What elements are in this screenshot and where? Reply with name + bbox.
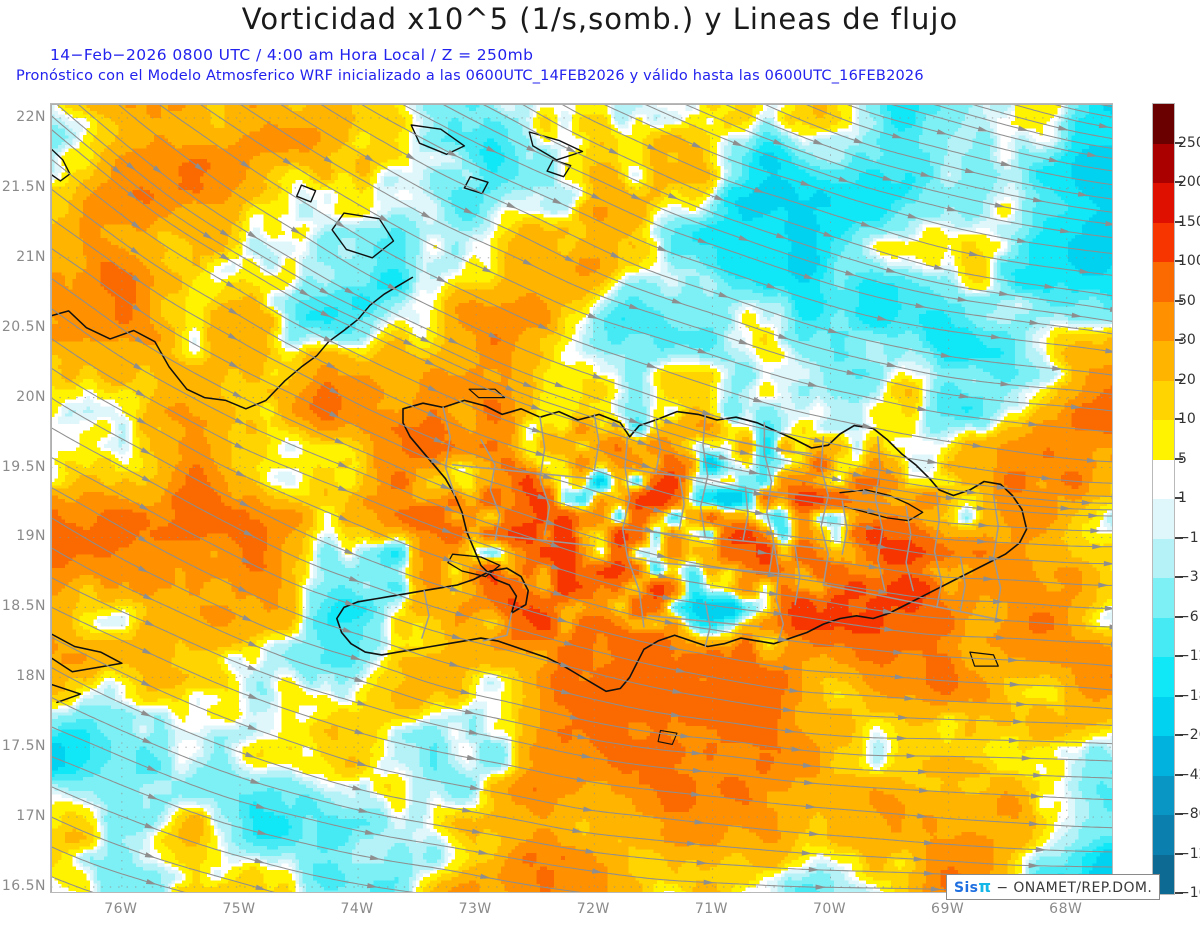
colorbar-segment bbox=[1153, 538, 1174, 578]
colorbar-segment bbox=[1153, 696, 1174, 736]
colorbar-tick-mark bbox=[1175, 220, 1183, 223]
lat-tick-label: 17N bbox=[16, 808, 46, 825]
colorbar-segment bbox=[1153, 262, 1174, 302]
colorbar-segment bbox=[1153, 341, 1174, 381]
colorbar-segment bbox=[1153, 420, 1174, 460]
colorbar-tick-mark bbox=[1175, 615, 1183, 618]
colorbar-segment bbox=[1153, 657, 1174, 697]
colorbar-tick-mark bbox=[1175, 813, 1183, 815]
colorbar-tick-label: 20 bbox=[1178, 371, 1196, 388]
colorbar-tick-label: −42 bbox=[1178, 766, 1200, 783]
colorbar-segment bbox=[1153, 104, 1174, 144]
lon-tick-label: 70W bbox=[812, 901, 847, 917]
lon-tick-label: 76W bbox=[104, 901, 138, 917]
credit-organization: ONAMET/REP.DOM. bbox=[1013, 880, 1153, 896]
lat-tick-label: 18N bbox=[16, 668, 46, 685]
vorticity-map bbox=[51, 104, 1112, 892]
colorbar-tick-mark bbox=[1175, 576, 1183, 578]
colorbar-tick-label: 250 bbox=[1178, 134, 1200, 151]
colorbar-tick-label: −18 bbox=[1178, 687, 1200, 704]
lat-tick-label: 20N bbox=[16, 388, 46, 405]
lon-tick-label: 68W bbox=[1049, 901, 1083, 917]
colorbar-segment bbox=[1153, 499, 1174, 539]
colorbar-tick-label: −120 bbox=[1178, 845, 1200, 862]
lon-tick-label: 74W bbox=[340, 901, 374, 917]
colorbar-tick-mark bbox=[1175, 497, 1183, 499]
colorbar-tick-label: 150 bbox=[1178, 213, 1200, 230]
lon-tick-label: 75W bbox=[222, 901, 256, 917]
colorbar-tick-label: 5 bbox=[1178, 450, 1187, 467]
lat-tick-label: 20.5N bbox=[1, 318, 46, 335]
colorbar-tick-label: 10 bbox=[1178, 411, 1196, 427]
colorbar-tick-mark bbox=[1175, 773, 1183, 776]
colorbar-tick-label: 50 bbox=[1178, 292, 1196, 309]
graticule bbox=[51, 104, 1112, 892]
streamlines bbox=[51, 104, 1112, 892]
colorbar-segment bbox=[1153, 775, 1174, 815]
colorbar-tick-label: 1 bbox=[1178, 490, 1187, 506]
credit-pi-icon: π bbox=[978, 877, 992, 896]
colorbar-segment bbox=[1153, 380, 1174, 420]
colorbar-tick-mark bbox=[1175, 260, 1183, 262]
colorbar-tick-label: −160 bbox=[1178, 885, 1200, 901]
colorbar-tick-mark bbox=[1175, 734, 1183, 736]
colorbar-segment bbox=[1153, 222, 1174, 262]
colorbar-tick-label: −3 bbox=[1178, 569, 1199, 585]
lat-tick-label: 16.5N bbox=[1, 878, 46, 894]
colorbar-tick-label: −80 bbox=[1178, 806, 1200, 822]
lon-tick-label: 71W bbox=[694, 901, 728, 917]
lon-tick-label: 69W bbox=[931, 901, 965, 917]
colorbar-tick-mark bbox=[1175, 655, 1183, 657]
lat-tick-label: 22N bbox=[16, 108, 46, 125]
colorbar-tick-label: 30 bbox=[1178, 332, 1196, 348]
colorbar-tick-mark bbox=[1175, 141, 1183, 144]
colorbar-segment bbox=[1153, 143, 1174, 183]
colorbar-segment bbox=[1153, 815, 1174, 855]
colorbar-tick-label: 200 bbox=[1178, 174, 1200, 190]
colorbar-segment bbox=[1153, 301, 1174, 341]
colorbar-tick-mark bbox=[1175, 378, 1183, 381]
lat-tick-label: 19N bbox=[16, 528, 46, 545]
lat-tick-label: 19.5N bbox=[1, 458, 46, 475]
credit-badge: Sisπ − ONAMET/REP.DOM. bbox=[946, 874, 1161, 900]
credit-dash: − bbox=[996, 880, 1009, 896]
lat-tick-label: 17.5N bbox=[1, 738, 46, 755]
colorbar-segment bbox=[1153, 736, 1174, 776]
colorbar-segment bbox=[1153, 183, 1174, 223]
colorbar-tick-mark bbox=[1175, 892, 1183, 894]
colorbar-tick-mark bbox=[1175, 457, 1183, 460]
map-plot-area bbox=[50, 103, 1113, 893]
colorbar-segment bbox=[1153, 578, 1174, 618]
colorbar-tick-mark bbox=[1175, 299, 1183, 302]
colorbar-tick-mark bbox=[1175, 181, 1183, 183]
lat-tick-label: 21N bbox=[16, 248, 46, 265]
colorbar-segment bbox=[1153, 617, 1174, 657]
valid-time-subtitle: 14−Feb−2026 0800 UTC / 4:00 am Hora Loca… bbox=[50, 46, 534, 64]
colorbar bbox=[1152, 103, 1175, 895]
colorbar-tick-mark bbox=[1175, 536, 1183, 539]
colorbar-segment bbox=[1153, 459, 1174, 499]
lon-tick-label: 73W bbox=[458, 901, 492, 917]
colorbar-tick-mark bbox=[1175, 852, 1183, 855]
lat-tick-label: 18.5N bbox=[1, 598, 46, 615]
credit-sis-label: Sis bbox=[954, 880, 979, 896]
colorbar-tick-label: −26 bbox=[1178, 727, 1200, 743]
model-run-subtitle: Pronóstico con el Modelo Atmosferico WRF… bbox=[16, 68, 924, 84]
page-title: Vorticidad x10^5 (1/s,somb.) y Lineas de… bbox=[241, 2, 959, 36]
colorbar-tick-label: −12 bbox=[1178, 648, 1200, 664]
lon-tick-label: 72W bbox=[576, 901, 610, 917]
colorbar-tick-label: −6 bbox=[1178, 608, 1199, 625]
colorbar-tick-mark bbox=[1175, 339, 1183, 341]
colorbar-tick-mark bbox=[1175, 418, 1183, 420]
lat-tick-label: 21.5N bbox=[1, 178, 46, 195]
colorbar-tick-label: 100 bbox=[1178, 253, 1200, 269]
colorbar-tick-mark bbox=[1175, 694, 1183, 697]
colorbar-tick-label: −1 bbox=[1178, 529, 1199, 546]
